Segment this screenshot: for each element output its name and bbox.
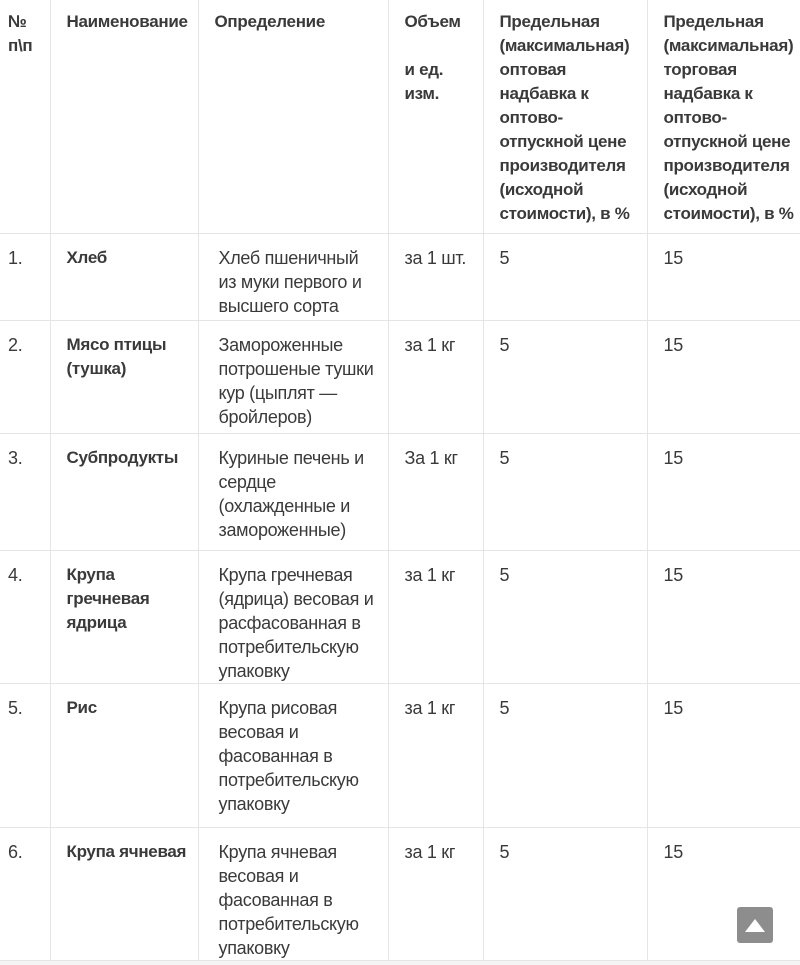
table-header-row: № п\п Наименование Определение Объем и е…: [0, 0, 800, 234]
cell-definition: Крупа гречневая (ядрица) весовая и расфа…: [198, 550, 389, 684]
table-row: 3. Субпродукты Куриные печень и сердце (…: [0, 433, 800, 551]
cell-wholesale-markup: 5: [483, 433, 648, 551]
table-row: 6. Крупа ячневая Крупа ячневая весовая и…: [0, 827, 800, 961]
cell-number: 2.: [0, 320, 51, 434]
up-triangle-icon: [745, 918, 765, 932]
cell-definition: Куриные печень и сердце (охлажденные и з…: [198, 433, 389, 551]
cell-name: Хлеб: [50, 233, 199, 321]
cell-name: Рис: [50, 683, 199, 828]
cell-number: 6.: [0, 827, 51, 961]
cell-unit: за 1 кг: [388, 550, 484, 684]
cell-definition: Замороженные потрошеные тушки кур (цыпля…: [198, 320, 389, 434]
table-row: 2. Мясо птицы (тушка) Замороженные потро…: [0, 320, 800, 434]
cell-name: Мясо птицы (тушка): [50, 320, 199, 434]
cell-wholesale-markup: 5: [483, 683, 648, 828]
cell-name: Субпродукты: [50, 433, 199, 551]
header-name: Наименование: [50, 0, 199, 234]
header-number: № п\п: [0, 0, 51, 234]
cell-wholesale-markup: 5: [483, 320, 648, 434]
cell-trade-markup: 15: [647, 683, 800, 828]
table-row: 1. Хлеб Хлеб пшеничный из муки первого и…: [0, 233, 800, 321]
cell-number: 4.: [0, 550, 51, 684]
header-wholesale-markup: Предельная (максимальная) оптовая надбав…: [483, 0, 648, 234]
page-bottom-strip: [0, 960, 800, 965]
table-row: 4. Крупа гречневая ядрица Крупа гречнева…: [0, 550, 800, 684]
cell-unit: за 1 шт.: [388, 233, 484, 321]
cell-unit: за 1 кг: [388, 320, 484, 434]
cell-number: 1.: [0, 233, 51, 321]
cell-unit: за 1 кг: [388, 683, 484, 828]
scroll-to-top-button[interactable]: [737, 907, 773, 943]
header-definition: Определение: [198, 0, 389, 234]
cell-trade-markup: 15: [647, 827, 800, 961]
cell-trade-markup: 15: [647, 320, 800, 434]
cell-definition: Крупа ячневая весовая и фасованная в пот…: [198, 827, 389, 961]
cell-wholesale-markup: 5: [483, 827, 648, 961]
cell-wholesale-markup: 5: [483, 233, 648, 321]
cell-trade-markup: 15: [647, 550, 800, 684]
cell-name: Крупа ячневая: [50, 827, 199, 961]
table-row: 5. Рис Крупа рисовая весовая и фасованна…: [0, 683, 800, 828]
cell-unit: За 1 кг: [388, 433, 484, 551]
cell-definition: Крупа рисовая весовая и фасованная в пот…: [198, 683, 389, 828]
header-trade-markup: Предельная (максимальная) торговая надба…: [647, 0, 800, 234]
cell-trade-markup: 15: [647, 433, 800, 551]
cell-number: 5.: [0, 683, 51, 828]
cell-trade-markup: 15: [647, 233, 800, 321]
cell-wholesale-markup: 5: [483, 550, 648, 684]
cell-number: 3.: [0, 433, 51, 551]
cell-name: Крупа гречневая ядрица: [50, 550, 199, 684]
header-volume-unit: Объем и ед. изм.: [388, 0, 484, 234]
cell-unit: за 1 кг: [388, 827, 484, 961]
cell-definition: Хлеб пшеничный из муки первого и высшего…: [198, 233, 389, 321]
